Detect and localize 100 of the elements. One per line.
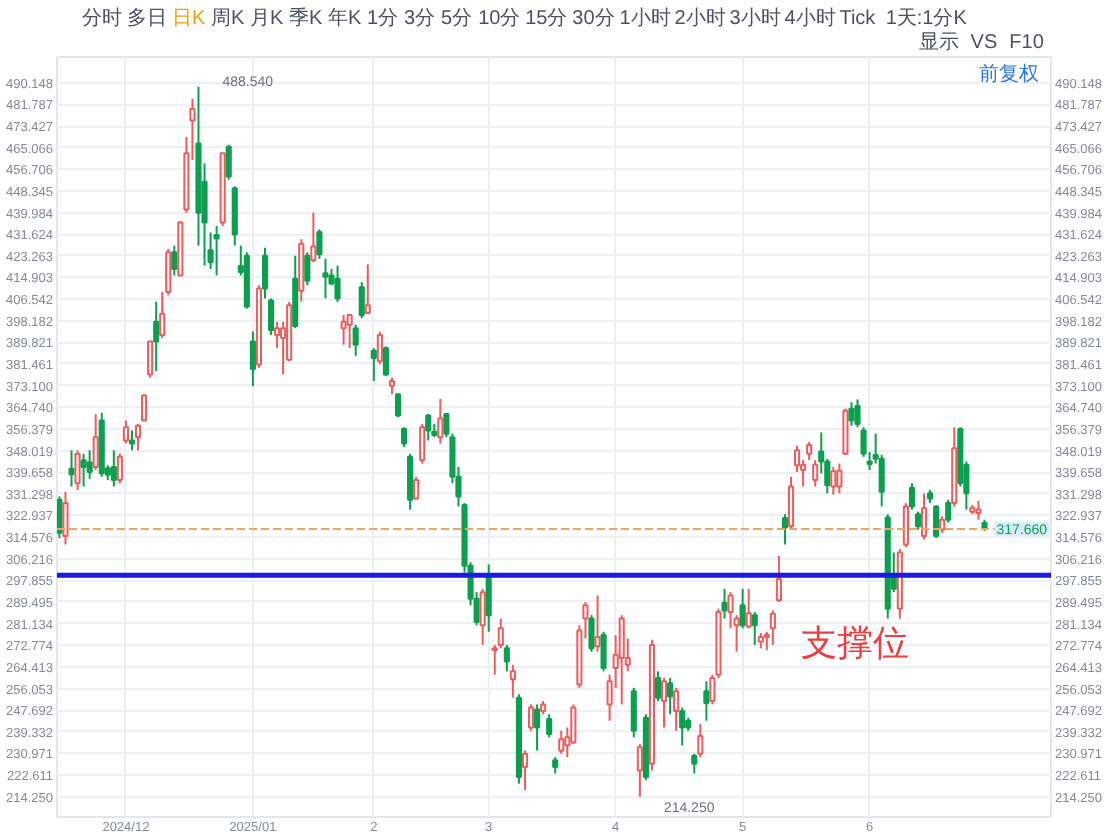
candlestick xyxy=(316,228,323,260)
text: 多日 xyxy=(127,6,168,30)
candlestick xyxy=(334,264,341,303)
candlestick xyxy=(546,713,553,739)
candlestick xyxy=(812,459,819,488)
text: 30分 xyxy=(572,6,615,30)
candlestick xyxy=(92,413,99,471)
candlestick xyxy=(419,422,426,465)
candlestick xyxy=(775,554,782,603)
candlestick xyxy=(479,587,486,646)
candlestick xyxy=(322,257,329,300)
text: 3小时 xyxy=(729,6,781,30)
text: 周K xyxy=(211,8,246,30)
candlestick xyxy=(521,749,529,792)
candlestick xyxy=(527,703,535,732)
candlestick xyxy=(394,393,402,419)
candlestick xyxy=(225,143,232,181)
candlestick xyxy=(153,300,160,373)
candlestick xyxy=(147,340,154,379)
candlestick xyxy=(231,185,238,247)
candlestick xyxy=(673,686,680,732)
candlestick xyxy=(116,452,123,485)
candlestick xyxy=(292,254,299,330)
text: 月K xyxy=(250,8,285,30)
candlestick xyxy=(213,224,220,277)
candlestick xyxy=(274,320,281,350)
text: 1小时 xyxy=(619,6,671,30)
candlestick xyxy=(679,706,686,747)
candlestick xyxy=(854,398,861,429)
text: Tick xyxy=(839,8,878,30)
candlestick xyxy=(727,591,734,630)
candlestick xyxy=(534,703,541,752)
candlestick xyxy=(781,513,789,546)
candlestick xyxy=(691,752,698,775)
candlestick xyxy=(588,614,595,653)
candlestick xyxy=(437,397,444,445)
candlestick xyxy=(654,670,662,703)
candlestick xyxy=(141,393,148,422)
candlestick xyxy=(310,211,317,264)
candlestick xyxy=(751,611,758,646)
candlestick xyxy=(509,663,516,699)
candlestick xyxy=(703,680,710,722)
candlestick xyxy=(364,263,371,315)
candlestick xyxy=(249,330,256,388)
candlestick xyxy=(618,614,625,706)
candlestick xyxy=(933,504,940,540)
candlestick xyxy=(376,330,383,366)
candlestick xyxy=(721,587,728,620)
text: 季K xyxy=(289,6,324,30)
candlestick xyxy=(62,490,69,546)
candlestick xyxy=(975,500,982,521)
candlestick xyxy=(636,743,643,798)
candlestick xyxy=(600,630,607,673)
candlestick xyxy=(836,462,843,495)
candlestick xyxy=(401,426,408,448)
candlestick xyxy=(594,594,601,653)
candlestick xyxy=(848,401,855,427)
candlestick xyxy=(908,482,915,511)
text: 4小时 xyxy=(784,6,836,30)
candlestick xyxy=(171,244,178,277)
candlestick xyxy=(787,475,795,531)
candlestick xyxy=(697,723,704,759)
candlestick xyxy=(267,297,275,336)
candlestick xyxy=(370,347,377,382)
candlestick xyxy=(261,246,269,300)
candlestick xyxy=(745,587,752,630)
candlestick xyxy=(86,449,93,480)
candlestick xyxy=(558,729,565,755)
candlestick xyxy=(630,686,637,739)
candlestick xyxy=(920,492,928,541)
candlestick xyxy=(352,323,359,357)
candlestick xyxy=(945,498,952,524)
candlestick xyxy=(902,502,909,549)
candlestick xyxy=(74,449,81,491)
candlestick xyxy=(485,563,492,633)
candlestick xyxy=(830,465,837,496)
ref-line-label: 支撑位 xyxy=(800,623,909,664)
candlestick xyxy=(304,251,311,287)
candlestick xyxy=(667,677,674,716)
candlestick xyxy=(110,449,117,488)
candlestick xyxy=(413,475,420,501)
candlestick xyxy=(739,587,746,630)
candlestick xyxy=(128,429,136,452)
text: 5分 xyxy=(441,6,473,30)
text: 分时 xyxy=(82,6,123,30)
text: 3分 xyxy=(404,6,436,30)
candlestick xyxy=(298,238,305,303)
text: 日K xyxy=(172,8,207,30)
candlestick xyxy=(842,407,849,456)
candlestick xyxy=(660,677,668,729)
text: 15分 xyxy=(525,6,568,30)
candlestick xyxy=(340,313,347,346)
candlestick xyxy=(769,609,776,646)
candlestick xyxy=(407,452,414,511)
text: F10 xyxy=(1009,32,1045,54)
candlestick xyxy=(806,440,813,462)
text: 1天:1分K xyxy=(885,6,968,30)
annotation: 前复权 xyxy=(979,62,1039,86)
text: 年K xyxy=(328,6,363,30)
candlestick xyxy=(122,419,129,445)
